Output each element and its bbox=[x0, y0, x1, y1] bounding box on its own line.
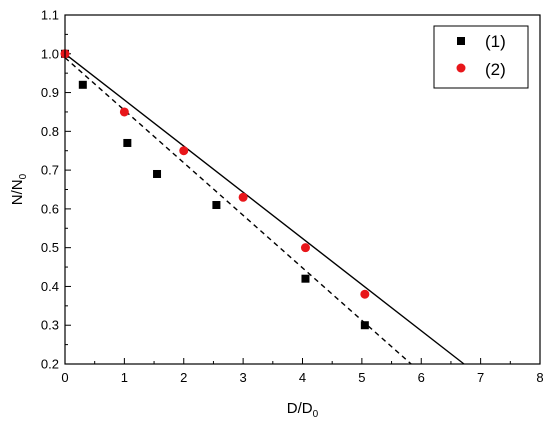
x-tick-label: 7 bbox=[477, 370, 484, 385]
x-tick-label: 4 bbox=[299, 370, 306, 385]
solid-fit-line bbox=[64, 53, 465, 365]
data-point-series-1 bbox=[153, 169, 162, 178]
legend-label-series-1: (1) bbox=[485, 32, 506, 51]
legend: (1) (2) bbox=[433, 25, 529, 89]
x-tick-label: 3 bbox=[240, 370, 247, 385]
y-tick-label: 1.0 bbox=[41, 46, 59, 61]
y-tick-label: 0.2 bbox=[41, 357, 59, 372]
legend-box bbox=[433, 25, 529, 89]
y-tick-label: 1.1 bbox=[41, 8, 59, 23]
data-point-series-2 bbox=[179, 146, 189, 156]
data-point-series-1 bbox=[78, 80, 87, 89]
x-axis-label-sub: 0 bbox=[313, 409, 319, 420]
x-tick-label: 5 bbox=[358, 370, 365, 385]
data-point-series-1 bbox=[360, 321, 369, 330]
x-tick-label: 8 bbox=[536, 370, 543, 385]
x-tick-label: 0 bbox=[61, 370, 68, 385]
y-tick-label: 0.5 bbox=[41, 240, 59, 255]
data-points bbox=[60, 49, 370, 330]
x-axis-label: D/D0 bbox=[287, 400, 319, 420]
y-tick-label: 0.8 bbox=[41, 124, 59, 139]
legend-marker-series-1 bbox=[457, 37, 465, 45]
data-point-series-1 bbox=[123, 138, 132, 147]
dashed-fit-line bbox=[64, 57, 412, 365]
plot-frame bbox=[64, 14, 541, 365]
y-tick-label: 0.3 bbox=[41, 318, 59, 333]
y-axis-label: N/N0 bbox=[9, 173, 29, 205]
legend-label-series-2: (2) bbox=[485, 60, 506, 79]
data-point-series-1 bbox=[301, 274, 310, 283]
y-axis-label-sub: 0 bbox=[18, 173, 29, 179]
data-point-series-2 bbox=[238, 192, 248, 202]
data-point-series-2 bbox=[300, 243, 310, 253]
y-axis-label-main: N/N bbox=[9, 179, 26, 205]
data-point-series-2 bbox=[360, 289, 370, 299]
fit-lines bbox=[64, 53, 465, 365]
x-tick-label: 1 bbox=[121, 370, 128, 385]
x-axis-label-main: D/D bbox=[287, 400, 313, 417]
data-point-series-2 bbox=[119, 107, 129, 117]
x-tick-label: 2 bbox=[180, 370, 187, 385]
x-tick-label: 6 bbox=[418, 370, 425, 385]
y-tick-label: 0.4 bbox=[41, 279, 59, 294]
y-tick-label: 0.6 bbox=[41, 201, 59, 216]
y-tick-label: 0.7 bbox=[41, 163, 59, 178]
legend-marker-series-2 bbox=[456, 63, 466, 73]
data-point-series-1 bbox=[212, 201, 221, 210]
y-tick-label: 0.9 bbox=[41, 85, 59, 100]
